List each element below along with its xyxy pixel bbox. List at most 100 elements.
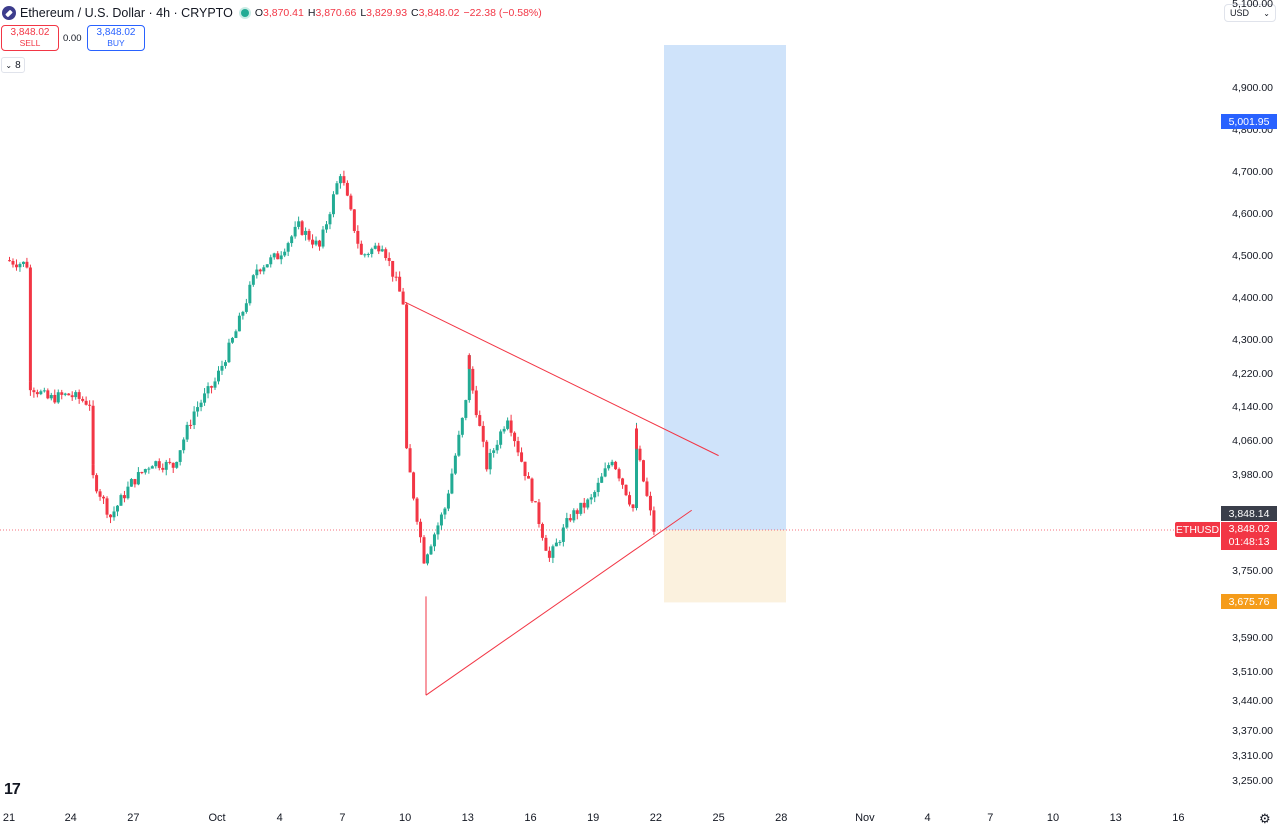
candle-body xyxy=(387,258,391,261)
crosshair-price-tag: 3,848.14 xyxy=(1221,506,1277,521)
candle-body xyxy=(328,214,332,225)
price-axis-label: 3,510.00 xyxy=(1232,666,1273,679)
price-axis-label: 4,140.00 xyxy=(1232,401,1273,414)
price-axis-label: 4,900.00 xyxy=(1232,81,1273,94)
time-axis-label: 25 xyxy=(712,812,725,824)
market-status-icon[interactable] xyxy=(240,9,249,17)
candle-body xyxy=(614,461,618,470)
candle-body xyxy=(356,230,360,244)
indicators-toggle[interactable]: ⌄ 8 xyxy=(1,57,25,73)
indicators-count: 8 xyxy=(15,59,21,71)
time-axis-label: 19 xyxy=(587,812,600,824)
candle-body xyxy=(206,386,210,394)
candle-body xyxy=(70,395,74,398)
candle-body xyxy=(122,495,126,499)
price-axis-label: 4,500.00 xyxy=(1232,249,1273,262)
candlestick-series xyxy=(8,170,656,566)
candle-body xyxy=(384,249,388,259)
candle-body xyxy=(502,428,506,432)
candle-body xyxy=(21,261,25,265)
candle-body xyxy=(527,476,531,479)
candle-body xyxy=(436,525,440,535)
candle-body xyxy=(133,479,137,485)
candle-body xyxy=(32,390,36,393)
candle-body xyxy=(321,229,325,247)
candle-body xyxy=(565,518,569,528)
candle-body xyxy=(56,392,60,403)
candle-body xyxy=(579,502,583,514)
candle-body xyxy=(586,499,590,508)
candle-body xyxy=(617,469,621,479)
candle-body xyxy=(53,394,57,403)
candle-body xyxy=(28,381,32,391)
candle-body xyxy=(88,404,92,406)
candle-body xyxy=(401,291,405,305)
candle-body xyxy=(213,381,217,388)
candle-body xyxy=(607,465,611,469)
spread-value: 0.00 xyxy=(63,33,82,44)
candle-body xyxy=(276,253,280,260)
candle-body xyxy=(311,239,315,245)
ohlc-low: L3,829.93 xyxy=(360,7,408,19)
candle-body xyxy=(272,253,276,258)
price-axis-label: 4,060.00 xyxy=(1232,434,1273,447)
candle-body xyxy=(129,479,133,487)
buy-button[interactable]: 3,848.02 BUY xyxy=(87,25,145,51)
candle-body xyxy=(18,264,22,268)
candle-body xyxy=(251,275,255,285)
candle-body xyxy=(582,502,586,508)
candle-body xyxy=(143,469,147,473)
candle-body xyxy=(307,230,311,240)
tradingview-logo-icon[interactable]: 17 xyxy=(4,781,21,798)
candle-body xyxy=(648,495,652,511)
price-axis-label: 4,400.00 xyxy=(1232,292,1273,304)
candle-body xyxy=(439,514,443,526)
candle-body xyxy=(422,537,426,564)
candle-body xyxy=(513,432,517,442)
sell-button[interactable]: 3,848.02 SELL xyxy=(1,25,59,51)
currency-select[interactable]: USD ⌄ xyxy=(1224,4,1276,22)
candle-body xyxy=(248,284,252,304)
candle-body xyxy=(98,491,102,497)
symbol-title[interactable]: Ethereum / U.S. Dollar · 4h · CRYPTO xyxy=(20,6,233,20)
candle-body xyxy=(377,245,381,252)
candle-body xyxy=(554,542,558,547)
candle-body xyxy=(49,394,53,399)
profit-zone[interactable] xyxy=(664,45,786,530)
candle-body xyxy=(467,355,471,369)
candle-body xyxy=(506,420,510,429)
triangle-lower-trendline[interactable] xyxy=(425,509,692,696)
candle-body xyxy=(161,467,165,470)
symbol-legend: Ethereum / U.S. Dollar · 4h · CRYPTO O3,… xyxy=(2,5,546,21)
candle-body xyxy=(283,251,287,256)
candle-body xyxy=(600,476,604,483)
time-axis-label: 27 xyxy=(127,812,140,824)
candle-body xyxy=(492,450,496,453)
candle-body xyxy=(537,502,541,524)
candle-body xyxy=(223,362,227,366)
candle-body xyxy=(471,368,475,391)
candle-body xyxy=(516,441,520,453)
candle-body xyxy=(638,448,642,461)
ohlc-change: −22.38 (−0.58%) xyxy=(463,7,542,19)
candle-body xyxy=(199,402,203,408)
candle-body xyxy=(331,194,335,215)
time-axis-label: 16 xyxy=(1172,812,1185,824)
loss-zone[interactable] xyxy=(664,530,786,603)
candle-body xyxy=(11,260,15,265)
triangle-upper-trendline[interactable] xyxy=(404,301,719,457)
candle-body xyxy=(520,452,524,462)
candle-body xyxy=(136,472,140,485)
long-position-tool[interactable] xyxy=(664,45,786,603)
chart-settings-icon[interactable]: ⚙ xyxy=(1259,811,1271,826)
candle-body xyxy=(342,176,346,183)
candle-body xyxy=(74,392,78,398)
candle-body xyxy=(269,257,273,265)
candle-body xyxy=(237,315,241,332)
candle-body xyxy=(405,304,409,431)
candle-body xyxy=(297,221,301,227)
candle-body xyxy=(391,260,395,277)
candle-body xyxy=(363,254,367,256)
price-axis-label: 3,440.00 xyxy=(1232,695,1273,708)
